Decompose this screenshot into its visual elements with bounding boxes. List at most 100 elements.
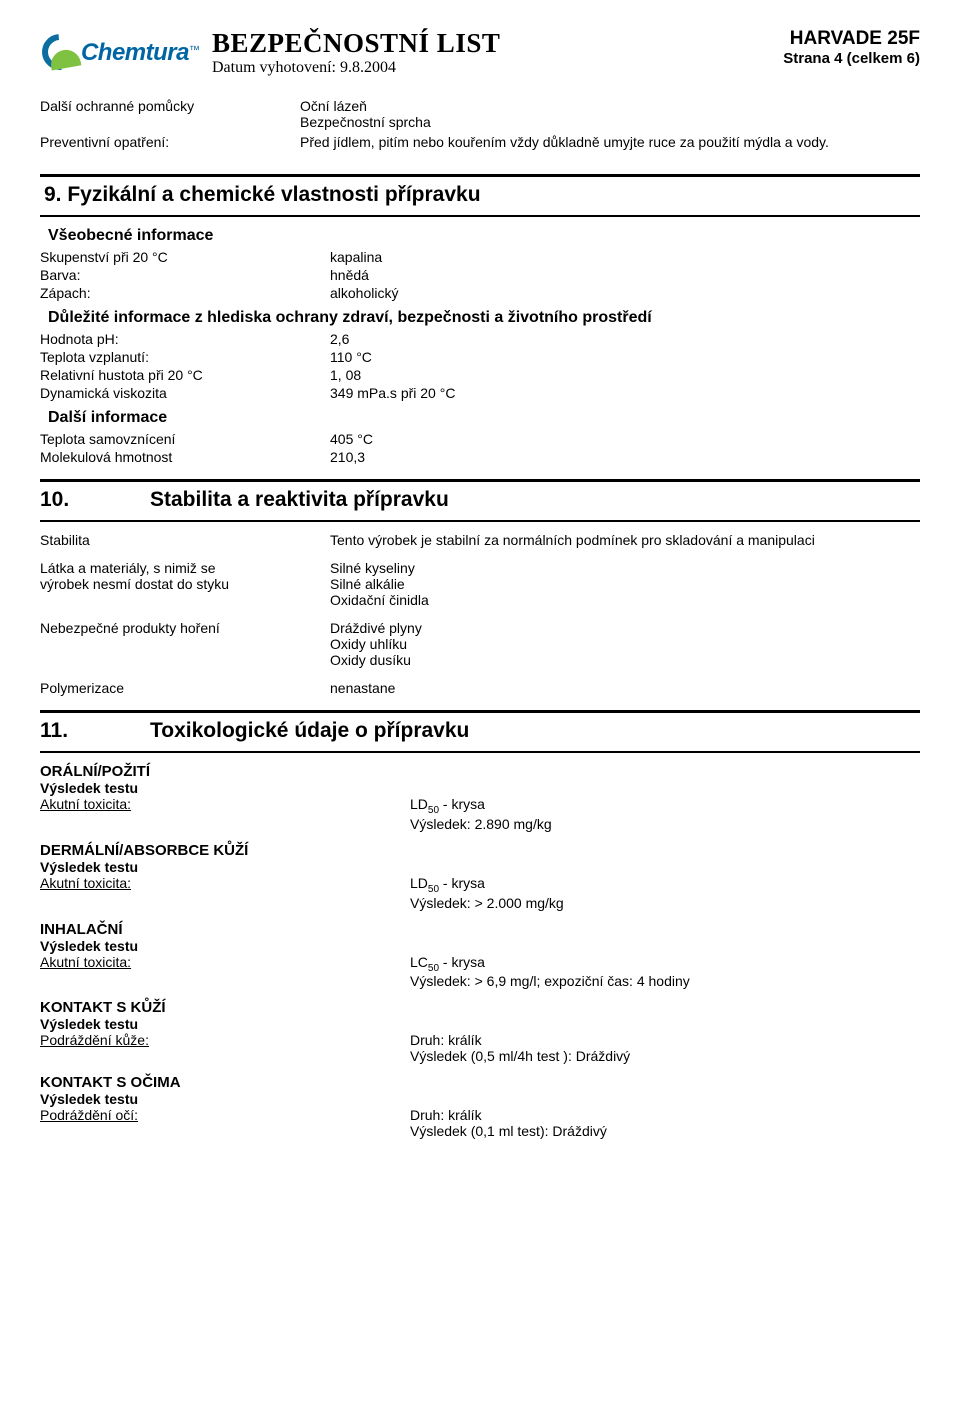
s9r1-l3: Zápach:: [40, 285, 330, 301]
tox-dermal-heading: DERMÁLNÍ/ABSORBCE KŮŽÍ: [40, 842, 920, 859]
intro-value-1b: Bezpečnostní sprcha: [300, 114, 920, 130]
tox-eyes: KONTAKT S OČIMA Výsledek testu Podrážděn…: [40, 1074, 920, 1139]
s9r3-v1: 405 °C: [330, 431, 920, 447]
s9r2-v2: 110 °C: [330, 349, 920, 365]
tox-inhal-row: Akutní toxicita: LC50 - krysa Výsledek: …: [40, 954, 920, 990]
s9r3-l2: Molekulová hmotnost: [40, 449, 330, 465]
logo: Chemtura™: [40, 28, 200, 78]
s10-v2: Silné kyseliny Silné alkálie Oxidační či…: [330, 560, 920, 608]
logo-tm: ™: [189, 45, 200, 57]
tox-oral-line1: LD50 - krysa: [410, 796, 920, 816]
section-11-body: ORÁLNÍ/POŽITÍ Výsledek testu Akutní toxi…: [40, 763, 920, 1139]
tox-oral-50: 50: [428, 805, 439, 816]
s9r2-l2: Teplota vzplanutí:: [40, 349, 330, 365]
tox-dermal-50: 50: [428, 884, 439, 895]
tox-inhal: INHALAČNÍ Výsledek testu Akutní toxicita…: [40, 921, 920, 990]
s10-v1: Tento výrobek je stabilní za normálních …: [330, 532, 920, 548]
tox-skin-line2: Výsledek (0,5 ml/4h test ): Dráždivý: [410, 1048, 920, 1064]
page-root: Chemtura™ BEZPEČNOSTNÍ LIST Datum vyhoto…: [0, 0, 960, 1185]
tox-inhal-line1: LC50 - krysa: [410, 954, 920, 974]
s9r3-v2: 210,3: [330, 449, 920, 465]
section-10-grid: Stabilita Tento výrobek je stabilní za n…: [40, 532, 920, 696]
tox-dermal-species: - krysa: [439, 875, 485, 891]
tox-eyes-line2: Výsledek (0,1 ml test): Dráždivý: [410, 1123, 920, 1139]
tox-skin: KONTAKT S KŮŽÍ Výsledek testu Podráždění…: [40, 999, 920, 1064]
section-9-sub2: Důležité informace z hlediska ochrany zd…: [48, 309, 920, 327]
section-9-bar: 9. Fyzikální a chemické vlastnosti přípr…: [40, 174, 920, 217]
tox-oral: ORÁLNÍ/POŽITÍ Výsledek testu Akutní toxi…: [40, 763, 920, 832]
section-10-text: Stabilita a reaktivita přípravku: [150, 488, 449, 512]
s9r2-v1: 2,6: [330, 331, 920, 347]
tox-oral-ld: LD: [410, 796, 428, 812]
s9r2-v4: 349 mPa.s při 20 °C: [330, 385, 920, 401]
s10-v3c: Oxidy dusíku: [330, 652, 920, 668]
section-11-title: 11. Toxikologické údaje o přípravku: [40, 719, 920, 743]
page-header: Chemtura™ BEZPEČNOSTNÍ LIST Datum vyhoto…: [40, 28, 920, 78]
intro-value-2: Před jídlem, pitím nebo kouřením vždy dů…: [300, 134, 920, 150]
tox-eyes-values: Druh: králík Výsledek (0,1 ml test): Drá…: [410, 1107, 920, 1139]
s9r3-l1: Teplota samovznícení: [40, 431, 330, 447]
s10-v3a: Dráždivé plyny: [330, 620, 920, 636]
tox-inhal-heading: INHALAČNÍ: [40, 921, 920, 938]
s9r1-v2: hnědá: [330, 267, 920, 283]
intro-label-2: Preventivní opatření:: [40, 134, 300, 150]
tox-skin-irrit-label: Podráždění kůže:: [40, 1032, 410, 1064]
intro-label-1: Další ochranné pomůcky: [40, 98, 300, 130]
s9r1-v1: kapalina: [330, 249, 920, 265]
tox-inhal-species: - krysa: [439, 954, 485, 970]
intro-value-1: Oční lázeň Bezpečnostní sprcha: [300, 98, 920, 130]
tox-dermal-line1: LD50 - krysa: [410, 875, 920, 895]
section-10-title: 10. Stabilita a reaktivita přípravku: [40, 488, 920, 512]
s10-l2a: Látka a materiály, s nimiž se: [40, 560, 330, 576]
logo-text: Chemtura: [81, 39, 189, 66]
doc-date: Datum vyhotovení: 9.8.2004: [212, 59, 500, 77]
s10-l2b: výrobek nesmí dostat do styku: [40, 576, 330, 592]
tox-dermal-result-label: Výsledek testu: [40, 859, 920, 875]
doc-title: BEZPEČNOSTNÍ LIST: [212, 28, 500, 59]
tox-oral-values: LD50 - krysa Výsledek: 2.890 mg/kg: [410, 796, 920, 832]
section-11-text: Toxikologické údaje o přípravku: [150, 719, 469, 743]
s10-l4: Polymerizace: [40, 680, 330, 696]
tox-inhal-acute-label: Akutní toxicita:: [40, 954, 410, 990]
s10-v4: nenastane: [330, 680, 920, 696]
tox-oral-line2: Výsledek: 2.890 mg/kg: [410, 816, 920, 832]
tox-oral-result-label: Výsledek testu: [40, 780, 920, 796]
tox-dermal-values: LD50 - krysa Výsledek: > 2.000 mg/kg: [410, 875, 920, 911]
section-9-sub1: Všeobecné informace: [48, 227, 920, 245]
section-9-grid-2: Hodnota pH: 2,6 Teplota vzplanutí: 110 °…: [40, 331, 920, 401]
s10-v2c: Oxidační činidla: [330, 592, 920, 608]
s9r2-l3: Relativní hustota při 20 °C: [40, 367, 330, 383]
title-block: BEZPEČNOSTNÍ LIST Datum vyhotovení: 9.8.…: [212, 28, 500, 77]
tox-eyes-row: Podráždění očí: Druh: králík Výsledek (0…: [40, 1107, 920, 1139]
s9r2-l4: Dynamická viskozita: [40, 385, 330, 401]
header-right: HARVADE 25F Strana 4 (celkem 6): [783, 28, 920, 67]
section-11-bar: 11. Toxikologické údaje o přípravku: [40, 710, 920, 753]
section-10-bar: 10. Stabilita a reaktivita přípravku: [40, 479, 920, 522]
tox-inhal-result-label: Výsledek testu: [40, 938, 920, 954]
tox-skin-row: Podráždění kůže: Druh: králík Výsledek (…: [40, 1032, 920, 1064]
page-number: Strana 4 (celkem 6): [783, 50, 920, 67]
section-10-number: 10.: [40, 488, 150, 512]
s9r1-v3: alkoholický: [330, 285, 920, 301]
section-9-sub3: Další informace: [48, 409, 920, 427]
tox-eyes-heading: KONTAKT S OČIMA: [40, 1074, 920, 1091]
tox-inhal-50: 50: [428, 962, 439, 973]
s10-v3: Dráždivé plyny Oxidy uhlíku Oxidy dusíku: [330, 620, 920, 668]
tox-skin-heading: KONTAKT S KŮŽÍ: [40, 999, 920, 1016]
section-9-grid-1: Skupenství při 20 °C kapalina Barva: hně…: [40, 249, 920, 301]
product-name: HARVADE 25F: [783, 28, 920, 50]
s10-v3b: Oxidy uhlíku: [330, 636, 920, 652]
tox-dermal-row: Akutní toxicita: LD50 - krysa Výsledek: …: [40, 875, 920, 911]
section-11-number: 11.: [40, 719, 150, 743]
tox-skin-line1: Druh: králík: [410, 1032, 920, 1048]
tox-eyes-line1: Druh: králík: [410, 1107, 920, 1123]
tox-dermal-line2: Výsledek: > 2.000 mg/kg: [410, 895, 920, 911]
logo-swirl-icon: [40, 32, 77, 74]
tox-oral-heading: ORÁLNÍ/POŽITÍ: [40, 763, 920, 780]
tox-dermal-acute-label: Akutní toxicita:: [40, 875, 410, 911]
tox-oral-acute-label: Akutní toxicita:: [40, 796, 410, 832]
s10-v2a: Silné kyseliny: [330, 560, 920, 576]
section-9-grid-3: Teplota samovznícení 405 °C Molekulová h…: [40, 431, 920, 465]
intro-grid: Další ochranné pomůcky Oční lázeň Bezpeč…: [40, 98, 920, 150]
tox-oral-row: Akutní toxicita: LD50 - krysa Výsledek: …: [40, 796, 920, 832]
